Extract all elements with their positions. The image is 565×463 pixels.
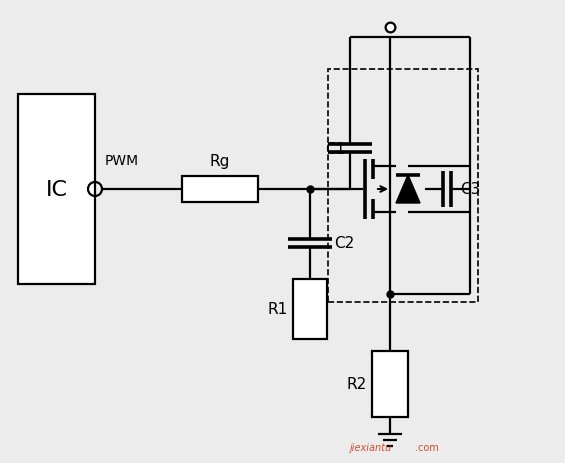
- Polygon shape: [396, 175, 420, 204]
- Text: Rg: Rg: [210, 154, 230, 169]
- Bar: [293, 279, 327, 339]
- Text: C1: C1: [325, 141, 345, 156]
- Bar: [328, 70, 478, 302]
- Text: jiexiantu: jiexiantu: [349, 442, 391, 452]
- Text: PWM: PWM: [105, 154, 139, 168]
- Text: R1: R1: [268, 302, 288, 317]
- Text: C3: C3: [460, 182, 481, 197]
- Text: R2: R2: [347, 377, 367, 392]
- Text: IC: IC: [46, 180, 67, 200]
- Bar: [18, 95, 95, 284]
- Text: C2: C2: [334, 236, 354, 251]
- Text: .com: .com: [415, 442, 439, 452]
- Bar: [372, 351, 408, 417]
- Bar: [182, 176, 258, 203]
